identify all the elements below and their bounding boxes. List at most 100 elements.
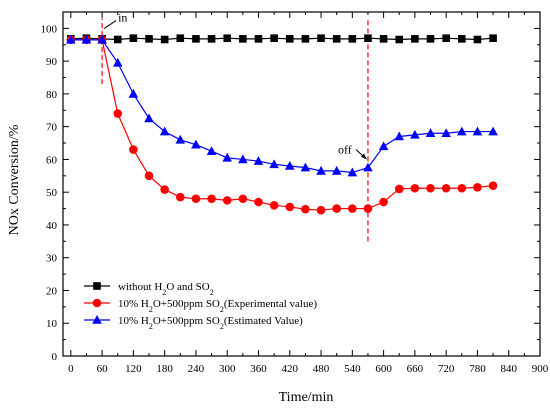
data-point	[269, 200, 279, 210]
plot-frame	[62, 11, 541, 357]
data-point	[285, 202, 295, 212]
data-point	[175, 134, 186, 144]
reference-lines	[101, 18, 369, 242]
series-line	[70, 39, 494, 174]
y-tick-label: 10	[46, 318, 58, 330]
data-point	[347, 167, 358, 177]
data-point	[301, 35, 310, 43]
data-point	[97, 34, 107, 44]
data-point	[269, 159, 279, 169]
legend-item: 10% H2O+500ppm SO2(Estimated Value)	[84, 315, 303, 331]
data-point	[426, 183, 435, 193]
data-point	[160, 185, 169, 194]
x-tick-label: 900	[532, 363, 549, 375]
series-square	[67, 34, 497, 44]
data-point	[441, 183, 451, 193]
data-point	[254, 197, 263, 207]
data-point	[488, 181, 498, 190]
x-tick-label: 240	[188, 363, 205, 375]
x-tick-label: 300	[219, 363, 236, 375]
data-point	[113, 109, 123, 118]
series-circle	[66, 35, 498, 215]
data-point	[457, 183, 467, 193]
legend-marker	[92, 298, 102, 308]
data-point	[457, 126, 467, 136]
data-point	[159, 126, 170, 136]
data-point	[270, 34, 278, 43]
data-point	[160, 35, 169, 44]
data-point	[332, 35, 341, 43]
data-point	[348, 204, 357, 213]
series-group	[66, 34, 498, 215]
data-point	[473, 35, 482, 44]
legend-label: 10% H2O+500ppm SO2(Estimated Value)	[118, 315, 303, 331]
data-point	[426, 35, 435, 43]
data-point	[395, 35, 404, 44]
data-point	[379, 197, 388, 207]
legend-item: 10% H2O+500ppm SO2(Experimental value)	[84, 298, 317, 314]
data-point	[378, 141, 389, 151]
data-point	[144, 171, 154, 181]
x-tick-label: 720	[438, 363, 455, 375]
legend-item: without H2O and SO2	[84, 281, 214, 297]
data-point	[129, 145, 138, 154]
x-tick-label: 180	[156, 363, 173, 375]
data-point	[176, 34, 185, 43]
x-tick-label: 660	[407, 363, 424, 375]
data-point	[331, 165, 342, 175]
data-point	[410, 129, 420, 139]
series-triangle	[66, 34, 498, 177]
x-tick-label: 840	[500, 363, 517, 375]
legend-marker	[92, 315, 102, 324]
x-axis-title: Time/min	[279, 390, 334, 405]
data-point	[363, 162, 373, 172]
x-tick-label: 60	[97, 363, 109, 375]
data-point	[254, 35, 263, 43]
x-tick-label: 420	[282, 363, 299, 375]
series-line	[70, 37, 494, 41]
data-point	[129, 34, 138, 43]
data-point	[300, 162, 311, 172]
data-point	[175, 192, 185, 202]
data-point	[472, 126, 483, 136]
y-tick-label: 90	[46, 56, 58, 68]
data-point	[394, 184, 404, 194]
data-point	[489, 34, 497, 43]
data-point	[239, 35, 247, 43]
data-point	[410, 183, 420, 193]
x-tick-label: 780	[469, 363, 486, 375]
data-point	[207, 35, 216, 43]
data-point	[458, 35, 466, 43]
data-point	[145, 35, 153, 43]
x-tick-label: 120	[125, 363, 142, 375]
data-point	[66, 34, 76, 44]
y-axis-title: NOx Conversion/%	[7, 124, 22, 235]
data-point	[316, 165, 326, 175]
y-tick-label: 40	[46, 220, 58, 232]
data-point	[394, 131, 405, 141]
data-point	[348, 35, 357, 43]
data-point	[425, 128, 436, 138]
annotation-in: in	[118, 11, 127, 25]
y-tick-label: 60	[46, 154, 58, 166]
data-point	[379, 35, 388, 43]
data-point	[285, 35, 294, 43]
data-point	[473, 182, 482, 192]
x-tick-label: 360	[250, 363, 267, 375]
data-point	[113, 35, 122, 44]
data-point	[206, 146, 217, 156]
data-point	[363, 204, 373, 213]
data-point	[207, 194, 216, 204]
data-point	[191, 139, 201, 149]
data-point	[81, 34, 92, 44]
in-arrow	[103, 20, 117, 29]
data-point	[488, 126, 498, 136]
y-tick-label: 80	[46, 89, 58, 101]
y-tick-label: 0	[52, 351, 58, 363]
data-point	[191, 194, 201, 204]
data-point	[112, 57, 123, 67]
y-tick-label: 30	[46, 253, 58, 265]
off-arrowhead	[360, 153, 367, 160]
